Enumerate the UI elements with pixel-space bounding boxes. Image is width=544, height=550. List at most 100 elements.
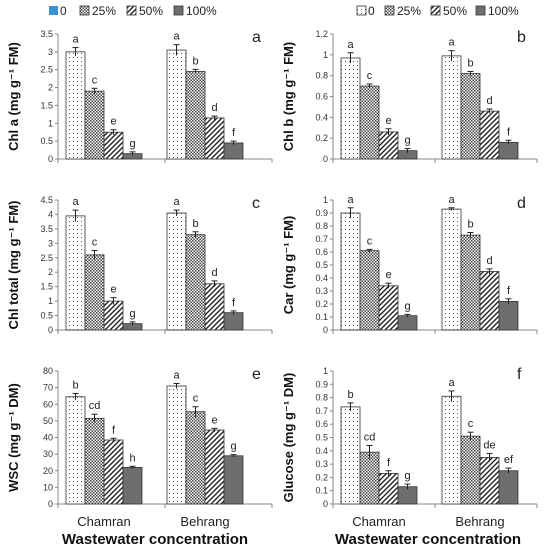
y-axis-title: Chl b (mg g⁻¹ FM) <box>281 42 296 151</box>
panel-label: a <box>252 29 261 46</box>
significance-letter: c <box>367 70 373 82</box>
bar <box>441 395 462 505</box>
x-axis-title-left: Wastewater concentration <box>62 531 248 548</box>
bar <box>378 473 399 505</box>
panel-label: d <box>517 195 526 212</box>
bar <box>397 315 418 331</box>
significance-letter: f <box>507 285 511 297</box>
bar <box>479 110 500 160</box>
bar <box>223 312 244 331</box>
y-tick-label: 80 <box>43 366 53 376</box>
bar <box>441 208 462 331</box>
y-tick-label: 0 <box>323 499 328 509</box>
bar <box>65 215 86 331</box>
bar <box>166 212 187 331</box>
x-category-label: Behrang <box>455 514 504 529</box>
y-tick-label: 0 <box>48 325 53 335</box>
significance-letter: a <box>72 34 79 46</box>
y-tick-label: 0.8 <box>315 393 328 403</box>
y-tick-label: 0 <box>48 154 53 164</box>
significance-letter: e <box>110 284 116 296</box>
significance-letter: a <box>448 194 455 206</box>
y-tick-label: 4 <box>48 209 53 219</box>
bar <box>103 300 124 331</box>
legend-label-50: 50% <box>139 4 163 18</box>
legend-swatch-50 <box>126 5 137 16</box>
significance-letter: f <box>232 297 236 309</box>
significance-letter: d <box>486 95 492 107</box>
chart-panel-e: 0 10 20 30 40 50 60 70 80 Chamran Behrang WSC (mg g… <box>6 366 273 529</box>
x-axis-title-right: Wastewater concentration <box>335 531 521 548</box>
bar <box>460 73 481 160</box>
bar <box>359 451 380 505</box>
y-tick-label: 2 <box>48 83 53 93</box>
y-tick-label: 1 <box>48 118 53 128</box>
significance-letter: de <box>483 439 495 451</box>
bar <box>340 406 361 505</box>
y-tick-label: 0.4 <box>315 446 328 456</box>
y-tick-label: 20 <box>43 466 53 476</box>
bar <box>122 467 143 505</box>
bar <box>204 283 225 331</box>
y-tick-label: 0.1 <box>315 486 328 496</box>
legend-swatch-0 <box>49 6 58 15</box>
significance-letter: a <box>173 196 180 208</box>
y-tick-label: 1 <box>323 366 328 376</box>
bar <box>223 142 244 160</box>
y-tick-label: 0.2 <box>315 299 328 309</box>
y-tick-label: 0.2 <box>315 472 328 482</box>
legend-label-100: 100% <box>186 4 217 18</box>
y-tick-label: 0.3 <box>315 286 328 296</box>
significance-letter: b <box>192 218 198 230</box>
significance-letter: a <box>448 377 455 389</box>
significance-letter: b <box>467 58 473 70</box>
significance-letter: e <box>385 115 391 127</box>
y-tick-label: 3 <box>48 238 53 248</box>
significance-letter: d <box>211 102 217 114</box>
significance-letter: a <box>173 31 180 43</box>
bar <box>204 429 225 505</box>
significance-letter: g <box>404 135 410 147</box>
y-axis-title: WSC (mg g⁻¹ DM) <box>6 383 21 492</box>
significance-letter: cd <box>89 400 101 412</box>
y-tick-label: 0.4 <box>315 112 328 122</box>
bar <box>103 439 124 505</box>
legend-swatch-25 <box>79 5 90 16</box>
bar <box>479 271 500 331</box>
x-category-label: Chamran <box>352 514 405 529</box>
chart-panel-c: 0 0.5 1 1.5 2 2.5 3 3.5 4 4.5 Chl total (mg g⁻¹ FM… <box>6 195 273 335</box>
y-tick-label: 1.5 <box>40 282 53 292</box>
bar <box>103 131 124 160</box>
legend-label-0: 0 <box>60 4 67 18</box>
significance-letter: a <box>347 39 354 51</box>
bar <box>84 90 105 160</box>
bar <box>65 396 86 505</box>
y-tick-label: 1 <box>48 296 53 306</box>
panel-label: e <box>252 366 261 383</box>
bar <box>340 212 361 331</box>
significance-letter: c <box>367 235 373 247</box>
bar <box>65 51 86 160</box>
y-tick-label: 0.6 <box>315 92 328 102</box>
y-tick-label: 2.5 <box>40 253 53 263</box>
y-tick-label: 0 <box>323 325 328 335</box>
legend-label-100-right: 100% <box>488 4 519 18</box>
significance-letter: g <box>230 441 236 453</box>
chart-panel-f: 0 0.1 0.2 0.3 0.4 0.5 0.6 0.7 0.8 0.9 1 Chamran Behr… <box>281 366 538 529</box>
y-tick-label: 0.6 <box>315 247 328 257</box>
legend-label-25-right: 25% <box>397 4 421 18</box>
y-tick-label: 10 <box>43 482 53 492</box>
y-tick-label: 0.9 <box>315 379 328 389</box>
significance-letter: b <box>72 379 78 391</box>
significance-letter: c <box>468 418 474 430</box>
y-tick-label: 2 <box>48 267 53 277</box>
y-tick-label: 4.5 <box>40 195 53 205</box>
significance-letter: c <box>92 237 98 249</box>
legend-swatch-0-right <box>356 5 367 16</box>
bar <box>204 117 225 160</box>
legend-label-0-right: 0 <box>368 4 375 18</box>
y-tick-label: 0.7 <box>315 406 328 416</box>
legend-left: 0 25% 50% 100% <box>49 4 217 18</box>
